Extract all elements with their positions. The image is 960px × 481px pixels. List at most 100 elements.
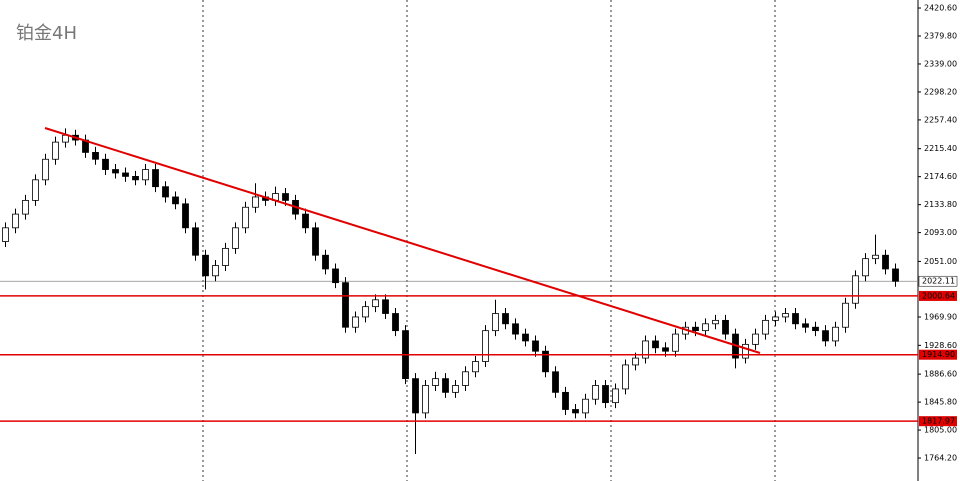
candle-body [612,388,619,404]
y-tick-label: 1764.20 [924,454,957,463]
candle-body [892,268,899,282]
candle-body [772,316,779,321]
candle-body [642,340,649,359]
candle-body [792,313,799,325]
candle-body [542,350,549,373]
candle-body [522,333,529,342]
current-price-label: 2022.11 [922,277,955,286]
candle-body [722,319,729,335]
candle-body [162,186,169,198]
candle-body [332,268,339,284]
level-label: 1914.90 [922,350,955,359]
y-tick-label: 2339.00 [924,59,957,68]
candle-body [602,385,609,404]
candle-body [872,254,879,260]
candle-body [622,364,629,390]
candle-body [242,206,249,229]
y-tick-label: 2174.60 [924,172,957,181]
y-tick-label: 1969.90 [924,313,957,322]
candle-body [432,378,439,386]
candle-body [712,319,719,325]
level-label: 1817.97 [922,417,955,426]
candle-body [252,196,259,208]
y-tick-label: 2420.60 [924,4,957,13]
candle-body [552,371,559,393]
candle-body [212,265,219,277]
y-tick-label: 2379.80 [924,31,957,40]
candle-body [152,169,159,188]
candle-body [752,333,759,345]
y-tick-label: 1886.60 [924,370,957,379]
candle-body [22,199,29,215]
candle-body [342,282,349,328]
candle-body [312,227,319,256]
candle-body [182,203,189,229]
candle-body [442,378,449,393]
candle-body [532,340,539,352]
candle-body [42,158,49,181]
candle-body [822,330,829,342]
candle-body [692,326,699,332]
y-tick-label: 2257.40 [924,115,957,124]
candle-body [762,319,769,335]
level-label-box [919,290,957,301]
candle-body [882,254,889,270]
candle-body [422,385,429,414]
candle-body [492,313,499,332]
y-tick-label: 1805.00 [924,426,957,435]
candle-body [52,141,59,160]
candle-body [702,323,709,332]
candle-body [112,169,119,174]
candle-body [852,275,859,304]
candle-body [862,258,869,277]
y-tick-label: 2133.80 [924,200,957,209]
y-tick-label: 1928.60 [924,341,957,350]
candle-body [222,247,229,266]
candle-body [202,254,209,277]
candle-body [562,391,569,410]
candle-body [12,213,19,229]
candle-body [742,343,749,359]
y-tick-label: 2215.40 [924,144,957,153]
candle-body [512,323,519,335]
candle-body [672,333,679,352]
candle-body [142,169,149,181]
candle-body [472,361,479,373]
candle-body [172,196,179,205]
candle-body [502,313,509,325]
candle-body [482,330,489,362]
candle-body [362,306,369,318]
trendline [44,127,761,354]
candle-body [592,385,599,400]
candle-body [2,227,9,242]
current-price-box [918,275,958,287]
candle-body [62,134,69,143]
candle-body [812,326,819,332]
candle-body [802,323,809,328]
candle-body [582,398,589,414]
candle-body [412,378,419,414]
candle-body [282,193,289,201]
y-tick-label: 2298.20 [924,87,957,96]
candle-body [632,357,639,366]
chart-title: 铂金4H [16,23,77,44]
candle-body [652,340,659,349]
candle-body [842,302,849,328]
candle-body [462,371,469,386]
candle-body [92,152,99,160]
candle-body [572,409,579,414]
candle-body [102,158,109,170]
candle-body [392,313,399,332]
candle-body [782,313,789,318]
candle-body [352,316,359,328]
candle-body [232,227,239,249]
candle-body [122,172,129,177]
y-tick-label: 1845.80 [924,398,957,407]
candle-body [452,385,459,393]
y-tick-label: 2093.00 [924,228,957,237]
period-separators [202,0,776,481]
level-label-box [919,416,957,427]
candle-body [192,227,199,256]
